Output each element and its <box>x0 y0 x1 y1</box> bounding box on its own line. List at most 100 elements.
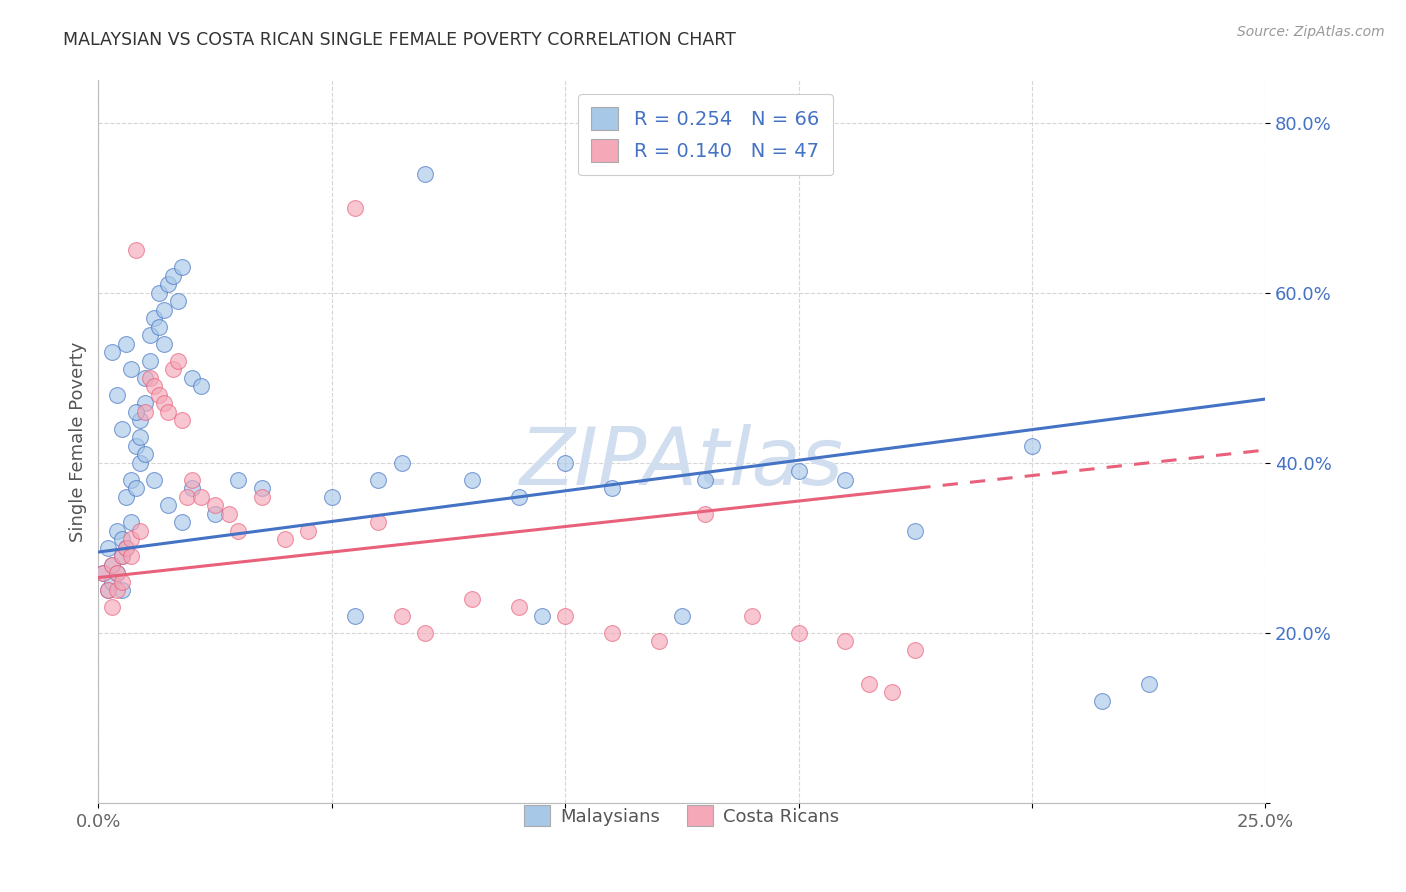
Point <box>129 524 152 538</box>
Point <box>143 311 166 326</box>
Point <box>157 498 180 512</box>
Point <box>904 524 927 538</box>
Point <box>129 430 152 444</box>
Point <box>97 541 120 555</box>
Point <box>413 625 436 640</box>
Point <box>111 549 134 564</box>
Point <box>120 516 142 530</box>
Point <box>105 566 128 581</box>
Point <box>152 396 174 410</box>
Point <box>1137 677 1160 691</box>
Point <box>180 481 202 495</box>
Point <box>554 456 576 470</box>
Point <box>344 201 367 215</box>
Point <box>101 574 124 589</box>
Point <box>111 422 134 436</box>
Point <box>111 533 134 547</box>
Point <box>115 336 138 351</box>
Point <box>204 507 226 521</box>
Point <box>101 600 124 615</box>
Point <box>143 379 166 393</box>
Point <box>204 498 226 512</box>
Point <box>647 634 669 648</box>
Point <box>105 524 128 538</box>
Point <box>105 566 128 581</box>
Point <box>111 549 134 564</box>
Point <box>190 490 212 504</box>
Point <box>695 473 717 487</box>
Point <box>461 591 484 606</box>
Point <box>413 167 436 181</box>
Point <box>600 481 623 495</box>
Point <box>125 439 148 453</box>
Point <box>97 583 120 598</box>
Point <box>125 405 148 419</box>
Point <box>741 608 763 623</box>
Point <box>344 608 367 623</box>
Point <box>1091 694 1114 708</box>
Point <box>125 481 148 495</box>
Point <box>148 319 170 334</box>
Point <box>91 566 114 581</box>
Point <box>143 473 166 487</box>
Point <box>391 456 413 470</box>
Point <box>297 524 319 538</box>
Text: Source: ZipAtlas.com: Source: ZipAtlas.com <box>1237 25 1385 39</box>
Point <box>125 244 148 258</box>
Point <box>250 481 273 495</box>
Point <box>461 473 484 487</box>
Point <box>101 558 124 572</box>
Point <box>391 608 413 623</box>
Point <box>111 583 134 598</box>
Point <box>176 490 198 504</box>
Point <box>134 396 156 410</box>
Point <box>101 558 124 572</box>
Point <box>274 533 297 547</box>
Point <box>111 574 134 589</box>
Point <box>139 353 162 368</box>
Point <box>129 456 152 470</box>
Point <box>367 473 389 487</box>
Point <box>787 625 810 640</box>
Point <box>172 516 194 530</box>
Point <box>134 371 156 385</box>
Point <box>530 608 553 623</box>
Point <box>904 642 927 657</box>
Point <box>148 388 170 402</box>
Point <box>172 260 194 275</box>
Point <box>250 490 273 504</box>
Point <box>600 625 623 640</box>
Point <box>166 294 188 309</box>
Point <box>134 405 156 419</box>
Point <box>162 362 184 376</box>
Point <box>508 490 530 504</box>
Point <box>120 533 142 547</box>
Point <box>166 353 188 368</box>
Point <box>858 677 880 691</box>
Point <box>139 371 162 385</box>
Point <box>695 507 717 521</box>
Text: MALAYSIAN VS COSTA RICAN SINGLE FEMALE POVERTY CORRELATION CHART: MALAYSIAN VS COSTA RICAN SINGLE FEMALE P… <box>63 31 737 49</box>
Point <box>157 405 180 419</box>
Point <box>152 302 174 317</box>
Point <box>148 285 170 300</box>
Point <box>190 379 212 393</box>
Point <box>152 336 174 351</box>
Point <box>228 524 250 538</box>
Point <box>834 634 856 648</box>
Point <box>218 507 240 521</box>
Point <box>554 608 576 623</box>
Point <box>115 541 138 555</box>
Point <box>91 566 114 581</box>
Point <box>97 583 120 598</box>
Point <box>129 413 152 427</box>
Point <box>115 490 138 504</box>
Point <box>101 345 124 359</box>
Point <box>228 473 250 487</box>
Point <box>180 473 202 487</box>
Point <box>139 328 162 343</box>
Point <box>508 600 530 615</box>
Point <box>134 447 156 461</box>
Point <box>671 608 693 623</box>
Point <box>120 549 142 564</box>
